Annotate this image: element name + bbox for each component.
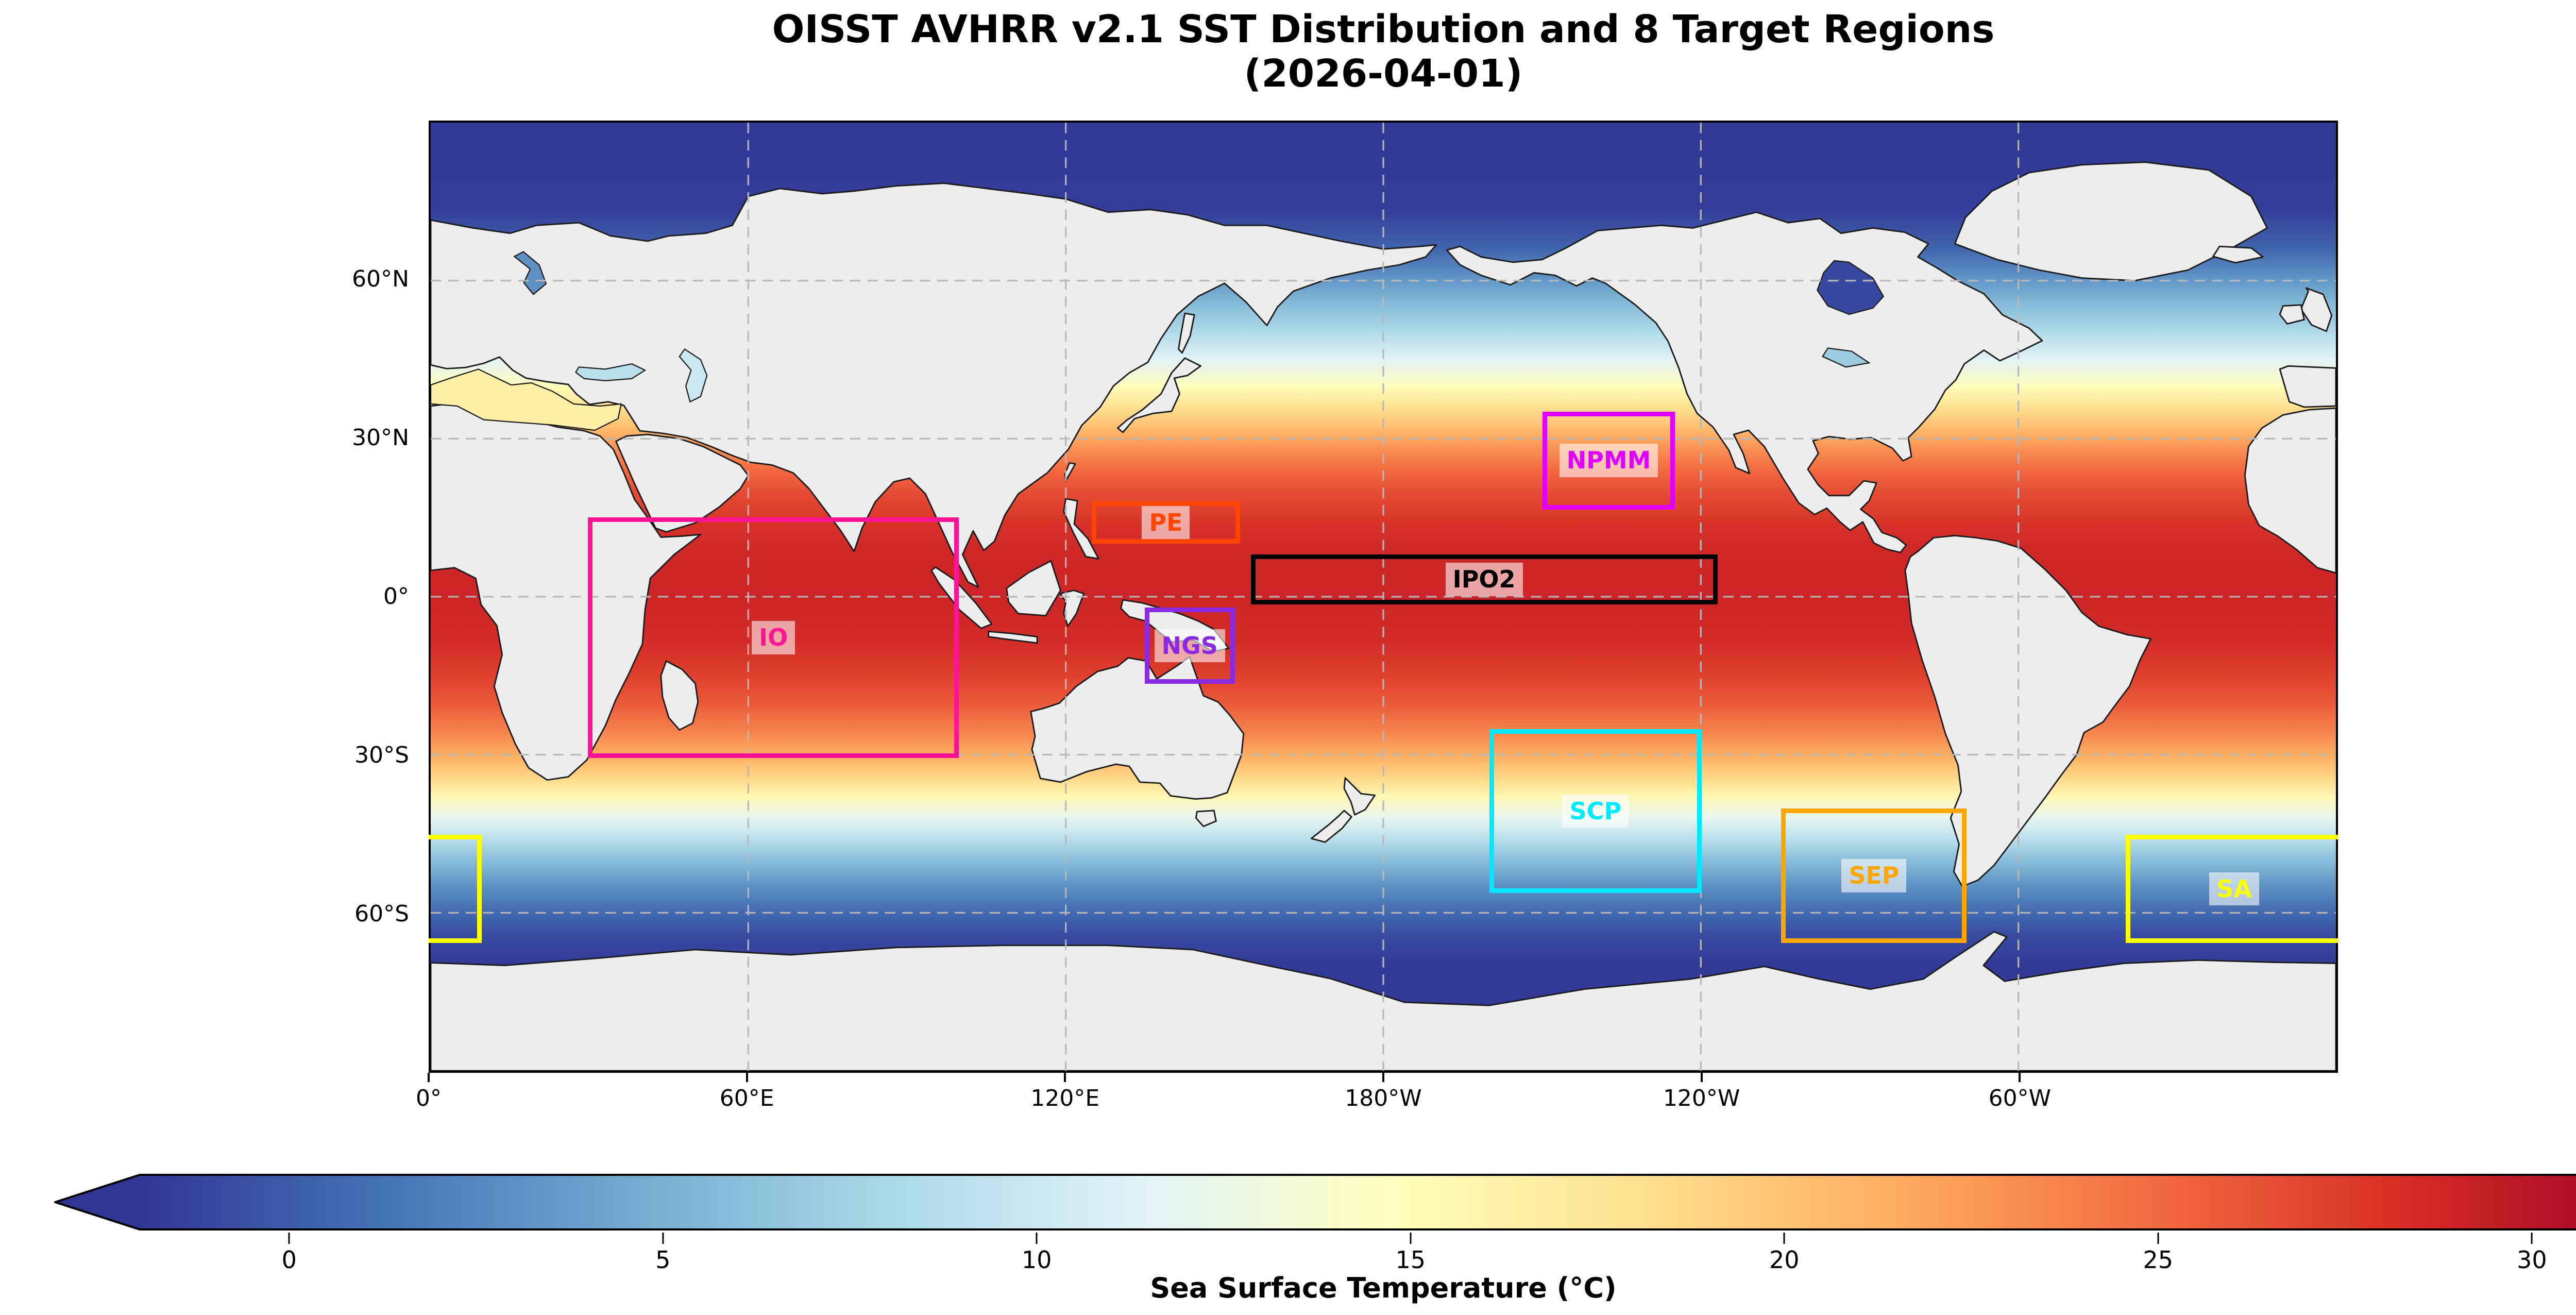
colorbar-tick-mark	[2157, 1233, 2159, 1244]
sea-mediterranean-sea	[431, 368, 622, 431]
landmass-sakhalin	[1178, 312, 1195, 354]
sea-baltic-sea	[513, 251, 547, 295]
sst-world-map	[431, 123, 2336, 1071]
colorbar-tick-30: 30	[2517, 1246, 2547, 1274]
colorbar-tick-mark	[1410, 1233, 1412, 1244]
xtick-mark	[2019, 1073, 2021, 1082]
sea-great-lakes	[1821, 347, 1871, 368]
landmass-nz_s	[1310, 810, 1352, 843]
chart-subtitle-date: (2026-04-01)	[1244, 52, 1523, 96]
landmass-uk	[2300, 287, 2333, 332]
ytick-60°S: 60°S	[354, 901, 409, 927]
ytick-30°S: 30°S	[354, 742, 409, 768]
colorbar-axis-label: Sea Surface Temperature (°C)	[1150, 1272, 1617, 1304]
xtick-120°W: 120°W	[1663, 1085, 1740, 1111]
colorbar-gradient-bar	[140, 1175, 2576, 1229]
xtick-mark	[745, 1073, 748, 1082]
chart-title: OISST AVHRR v2.1 SST Distribution and 8 …	[772, 7, 1995, 52]
colorbar-tick-mark	[2531, 1233, 2533, 1244]
colorbar-tick-mark	[1783, 1233, 1785, 1244]
landmass-nz_n	[1343, 777, 1376, 816]
colorbar-tick-mark	[662, 1233, 664, 1244]
landmass-iberia	[2279, 365, 2336, 408]
colorbar-tick-0: 0	[281, 1246, 297, 1274]
landmass-africa_e	[431, 400, 702, 781]
xtick-mark	[1064, 1073, 1066, 1082]
xtick-60°W: 60°W	[1988, 1085, 2052, 1111]
colorbar-tick-5: 5	[655, 1246, 671, 1274]
inland-seas	[431, 251, 1885, 431]
xtick-mark	[1382, 1073, 1384, 1082]
landmass-philippines	[1063, 498, 1099, 560]
landmass-greenland	[1954, 161, 2268, 282]
xtick-mark	[428, 1073, 430, 1082]
landmass-namerica	[1446, 211, 2043, 553]
colorbar-tick-mark	[288, 1233, 290, 1244]
colorbar-tick-mark	[1036, 1233, 1038, 1244]
xtick-60°E: 60°E	[719, 1085, 774, 1111]
colorbar	[54, 1174, 2576, 1230]
landmass-borneo	[1006, 560, 1061, 617]
colorbar-tick-15: 15	[1395, 1246, 1426, 1274]
landmass-eurasia	[431, 182, 1437, 588]
colorbar-outline	[54, 1174, 2576, 1230]
landmass-africa_w	[2244, 407, 2336, 574]
landmass-australia	[1030, 656, 1245, 800]
landmass-samerica	[1904, 534, 2151, 887]
colorbar-tick-25: 25	[2143, 1246, 2174, 1274]
landmass-tasmania	[1195, 810, 1217, 828]
colorbar-tick-10: 10	[1021, 1246, 1052, 1274]
xtick-120°E: 120°E	[1030, 1085, 1100, 1111]
ytick-30°N: 30°N	[352, 425, 409, 451]
landmass-ireland	[2279, 304, 2305, 325]
ytick-60°N: 60°N	[352, 266, 409, 292]
sea-black-sea	[574, 363, 647, 382]
xtick-0°: 0°	[416, 1085, 442, 1111]
colorbar-under-arrow	[55, 1175, 140, 1229]
landmass-sumatra	[930, 566, 993, 629]
sea-caspian-sea	[679, 348, 708, 403]
ytick-0°: 0°	[383, 583, 409, 610]
colorbar-tick-20: 20	[1769, 1246, 1800, 1274]
xtick-mark	[1700, 1073, 1703, 1082]
world-map-plot-area: IO PE NGS IPO2 NPMM SCP SEP SA	[429, 121, 2338, 1073]
landmass-madagascar	[660, 660, 699, 731]
landmass-japan	[1116, 357, 1202, 433]
landmass-java	[988, 631, 1038, 644]
sea-hudson-bay	[1817, 260, 1885, 315]
xtick-180°W: 180°W	[1345, 1085, 1422, 1111]
landmass-iceland	[2212, 245, 2264, 264]
